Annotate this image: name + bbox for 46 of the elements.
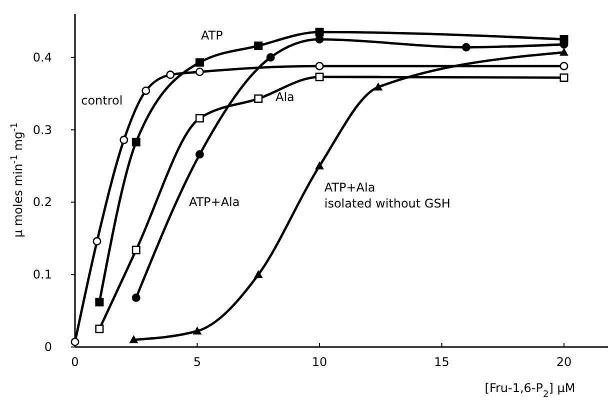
point bbox=[254, 270, 262, 278]
point bbox=[374, 82, 382, 90]
point bbox=[195, 68, 204, 76]
point bbox=[315, 35, 324, 44]
point bbox=[462, 43, 470, 52]
point bbox=[195, 114, 204, 122]
point bbox=[130, 336, 138, 344]
point bbox=[254, 94, 263, 103]
point bbox=[560, 73, 568, 82]
point bbox=[95, 324, 104, 334]
x-tick-label: 15 bbox=[434, 355, 450, 369]
point bbox=[132, 294, 140, 302]
series-label: control bbox=[81, 93, 123, 108]
y-tick-label: 0.4 bbox=[32, 50, 52, 64]
series-label: ATP+Ala isolated without GSH bbox=[324, 180, 450, 210]
point bbox=[195, 150, 204, 159]
point bbox=[315, 162, 324, 170]
point bbox=[92, 237, 102, 246]
point bbox=[560, 62, 568, 70]
point bbox=[142, 86, 150, 95]
point bbox=[132, 246, 140, 254]
point bbox=[254, 42, 263, 50]
point bbox=[266, 53, 275, 62]
series-label: Ala bbox=[275, 90, 294, 104]
point bbox=[70, 338, 80, 346]
x-tick-label: 5 bbox=[193, 355, 202, 369]
series-label: ATP+Ala bbox=[188, 194, 240, 209]
point bbox=[315, 28, 324, 36]
point bbox=[95, 298, 104, 306]
y-tick-label: 0.2 bbox=[32, 195, 52, 210]
point bbox=[315, 72, 324, 82]
point bbox=[132, 138, 140, 146]
x-tick-label: 10 bbox=[312, 355, 328, 369]
y-tick-label: 0 bbox=[44, 340, 52, 354]
point bbox=[193, 326, 202, 334]
x-tick-label: 20 bbox=[556, 355, 572, 369]
y-tick-label: 0.3 bbox=[32, 122, 52, 137]
y-tick-label: 0.1 bbox=[32, 268, 52, 282]
point bbox=[166, 70, 175, 80]
point bbox=[315, 62, 324, 70]
point bbox=[120, 136, 128, 144]
point bbox=[560, 48, 568, 56]
series-label: ATP bbox=[200, 28, 223, 42]
x-tick-label: 0 bbox=[71, 355, 79, 369]
x-axis-title: [Fru-1,6-P$_{2}$] μM bbox=[484, 381, 576, 400]
point bbox=[195, 58, 204, 67]
